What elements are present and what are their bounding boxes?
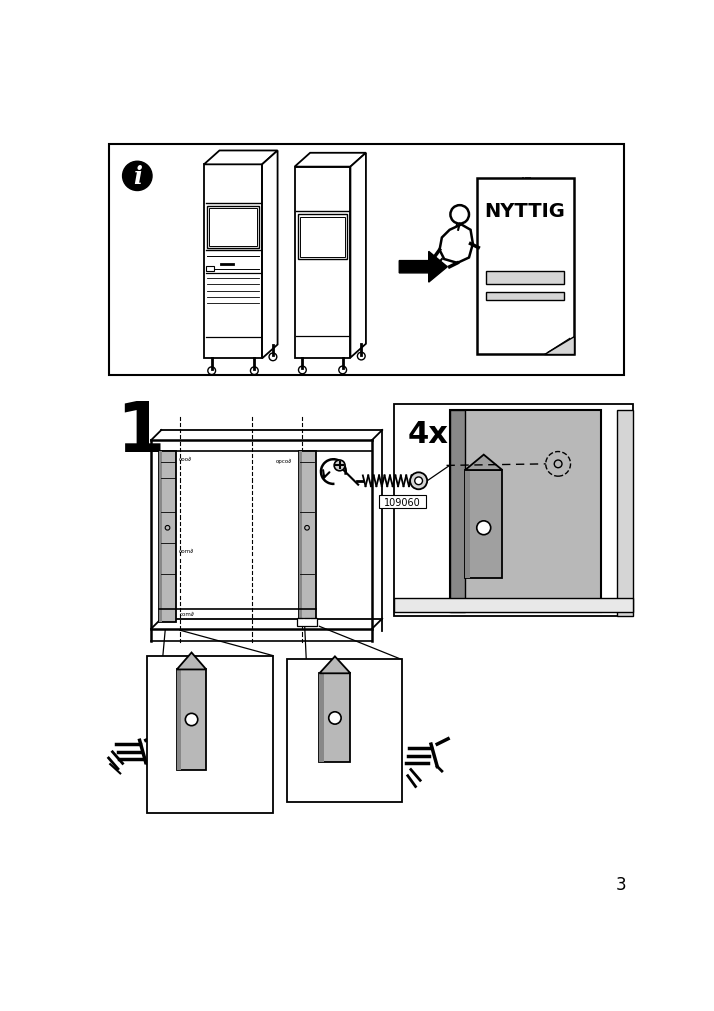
Bar bbox=[147, 656, 273, 814]
Text: opco∂: opco∂ bbox=[276, 458, 291, 463]
Bar bbox=[206, 267, 214, 271]
Bar bbox=[617, 410, 633, 617]
Polygon shape bbox=[399, 252, 447, 283]
Circle shape bbox=[186, 714, 198, 726]
Bar bbox=[450, 410, 465, 613]
Bar bbox=[297, 619, 317, 626]
Text: i: i bbox=[133, 165, 142, 189]
Text: 1: 1 bbox=[116, 398, 165, 465]
Text: ooo∂: ooo∂ bbox=[179, 457, 192, 462]
Bar bbox=[177, 669, 181, 769]
Polygon shape bbox=[204, 165, 262, 359]
Circle shape bbox=[123, 162, 152, 191]
Polygon shape bbox=[204, 152, 278, 165]
Polygon shape bbox=[295, 154, 366, 168]
FancyBboxPatch shape bbox=[379, 496, 426, 509]
Bar bbox=[159, 451, 176, 623]
Bar bbox=[465, 470, 503, 578]
Circle shape bbox=[334, 461, 345, 471]
Bar bbox=[298, 451, 316, 623]
Bar bbox=[298, 451, 301, 623]
Bar bbox=[109, 145, 624, 375]
Circle shape bbox=[451, 206, 469, 224]
Text: com∂: com∂ bbox=[180, 612, 195, 616]
Bar bbox=[319, 673, 324, 762]
Bar bbox=[486, 293, 564, 300]
Polygon shape bbox=[440, 225, 473, 264]
Bar bbox=[207, 206, 259, 249]
Polygon shape bbox=[465, 455, 503, 470]
Bar bbox=[298, 215, 347, 260]
Text: 4x: 4x bbox=[408, 420, 448, 448]
Bar bbox=[394, 599, 633, 612]
Bar bbox=[287, 660, 401, 802]
Text: NYTTIG: NYTTIG bbox=[484, 202, 565, 220]
Bar bbox=[177, 669, 206, 769]
Bar bbox=[300, 217, 345, 258]
Circle shape bbox=[328, 712, 341, 725]
Polygon shape bbox=[351, 154, 366, 358]
Polygon shape bbox=[177, 653, 206, 669]
Circle shape bbox=[410, 473, 427, 489]
Bar bbox=[465, 470, 470, 578]
Polygon shape bbox=[544, 337, 573, 355]
Text: 3: 3 bbox=[615, 876, 626, 894]
Bar bbox=[450, 410, 600, 613]
Circle shape bbox=[415, 477, 423, 485]
Text: 109060: 109060 bbox=[384, 497, 421, 508]
Text: oom∂: oom∂ bbox=[179, 548, 194, 553]
Bar bbox=[477, 179, 573, 355]
Bar bbox=[209, 209, 256, 247]
Bar bbox=[486, 271, 564, 285]
Polygon shape bbox=[262, 152, 278, 359]
Circle shape bbox=[477, 522, 491, 535]
Bar bbox=[394, 404, 633, 616]
Bar bbox=[159, 451, 162, 623]
Polygon shape bbox=[319, 657, 351, 673]
Polygon shape bbox=[295, 168, 351, 358]
Bar bbox=[319, 673, 351, 762]
